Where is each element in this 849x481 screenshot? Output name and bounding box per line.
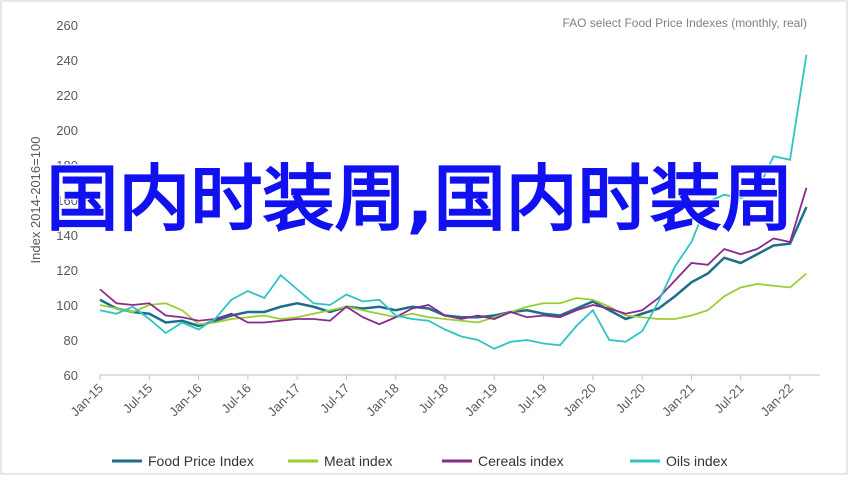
y-tick-label: 80 [64,333,78,348]
x-tick-label: Jul-20 [613,381,649,417]
x-tick-label: Jan-18 [363,381,402,420]
x-tick-label: Jan-20 [560,381,599,420]
legend-label: Meat index [324,453,392,469]
annotation: FAO select Food Price Indexes (monthly, … [562,16,807,30]
y-tick-label: 120 [56,263,78,278]
x-tick-label: Jan-22 [757,381,796,420]
y-tick-label: 180 [56,158,78,173]
series-line [99,54,808,350]
y-tick-label: 140 [56,228,78,243]
x-tick-label: Jul-18 [415,381,451,417]
y-tick-label: 220 [56,88,78,103]
x-tick-label: Jul-19 [514,381,550,417]
y-tick-label: 260 [56,18,78,33]
x-tick-label: Jan-19 [462,381,501,420]
overlay-text: 国内时装周,国内时装周 [45,157,794,241]
series-line [99,187,808,326]
x-tick-label: Jan-17 [265,381,304,420]
legend-label: Oils index [666,453,727,469]
x-tick-label: Jan-16 [166,381,205,420]
x-tick-label: Jul-15 [120,381,156,417]
series-line [99,272,808,326]
y-tick-label: 160 [56,193,78,208]
y-tick-label: 60 [64,368,78,383]
x-tick-label: Jan-21 [659,381,698,420]
legend-label: Food Price Index [148,453,254,469]
legend-label: Cereals index [478,453,564,469]
x-tick-label: Jul-16 [218,381,254,417]
y-tick-label: 240 [56,53,78,68]
y-tick-label: 100 [56,298,78,313]
x-tick-label: Jul-21 [711,381,747,417]
x-tick-label: Jan-15 [67,381,106,420]
x-tick-label: Jul-17 [317,381,353,417]
y-axis-label: Index 2014-2016=100 [28,137,43,264]
y-tick-label: 200 [56,123,78,138]
